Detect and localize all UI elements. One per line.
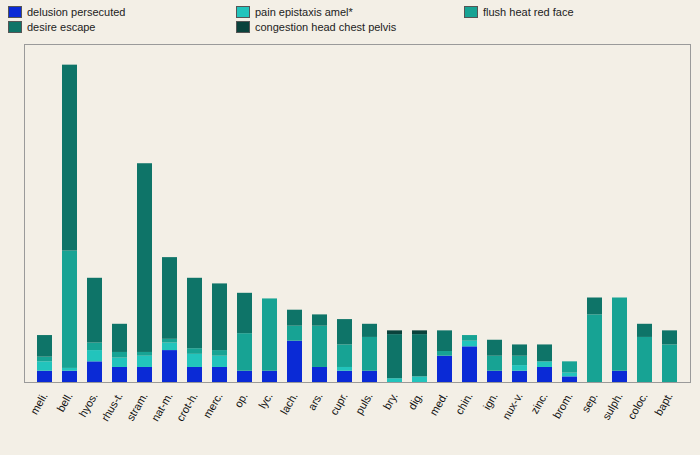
- html-text:pain epistaxis amel*: pain epistaxis amel*: [255, 5, 353, 18]
- svg-text:ars.: ars.: [305, 390, 325, 412]
- svg-text:sep.: sep.: [579, 390, 600, 414]
- svg-text:merc.: merc.: [201, 390, 225, 420]
- svg-text:meli.: meli.: [28, 390, 50, 416]
- svg-text:op.: op.: [232, 390, 250, 409]
- svg-text:bry.: bry.: [381, 390, 400, 411]
- svg-text:brom.: brom.: [550, 390, 574, 420]
- svg-text:coloc.: coloc.: [625, 390, 650, 421]
- svg-text:med.: med.: [427, 390, 450, 417]
- svg-text:nux-v.: nux-v.: [500, 390, 525, 421]
- svg-text:stram.: stram.: [124, 390, 150, 422]
- svg-text:puls.: puls.: [353, 390, 375, 416]
- html-text:delusion persecuted: delusion persecuted: [27, 5, 126, 18]
- svg-text:dig.: dig.: [406, 390, 425, 411]
- svg-text:chin.: chin.: [453, 390, 475, 416]
- html-text:congestion head chest pelvis: congestion head chest pelvis: [255, 20, 397, 33]
- svg-text:lach.: lach.: [278, 390, 300, 416]
- svg-text:bell.: bell.: [54, 390, 74, 413]
- svg-text:crot-h.: crot-h.: [174, 390, 200, 423]
- svg-text:sulph.: sulph.: [600, 390, 625, 421]
- svg-text:ign.: ign.: [481, 390, 500, 411]
- svg-text:hyos.: hyos.: [76, 390, 100, 419]
- html-text:desire escape: desire escape: [27, 20, 96, 33]
- svg-text:cupr.: cupr.: [327, 390, 349, 417]
- svg-text:nat-m.: nat-m.: [149, 390, 175, 423]
- svg-text:bapt.: bapt.: [652, 390, 675, 417]
- svg-text:lyc.: lyc.: [256, 390, 275, 410]
- html-text:flush heat red face: flush heat red face: [483, 5, 574, 18]
- svg-text:zinc.: zinc.: [528, 390, 550, 416]
- svg-text:rhus-t.: rhus-t.: [99, 390, 125, 423]
